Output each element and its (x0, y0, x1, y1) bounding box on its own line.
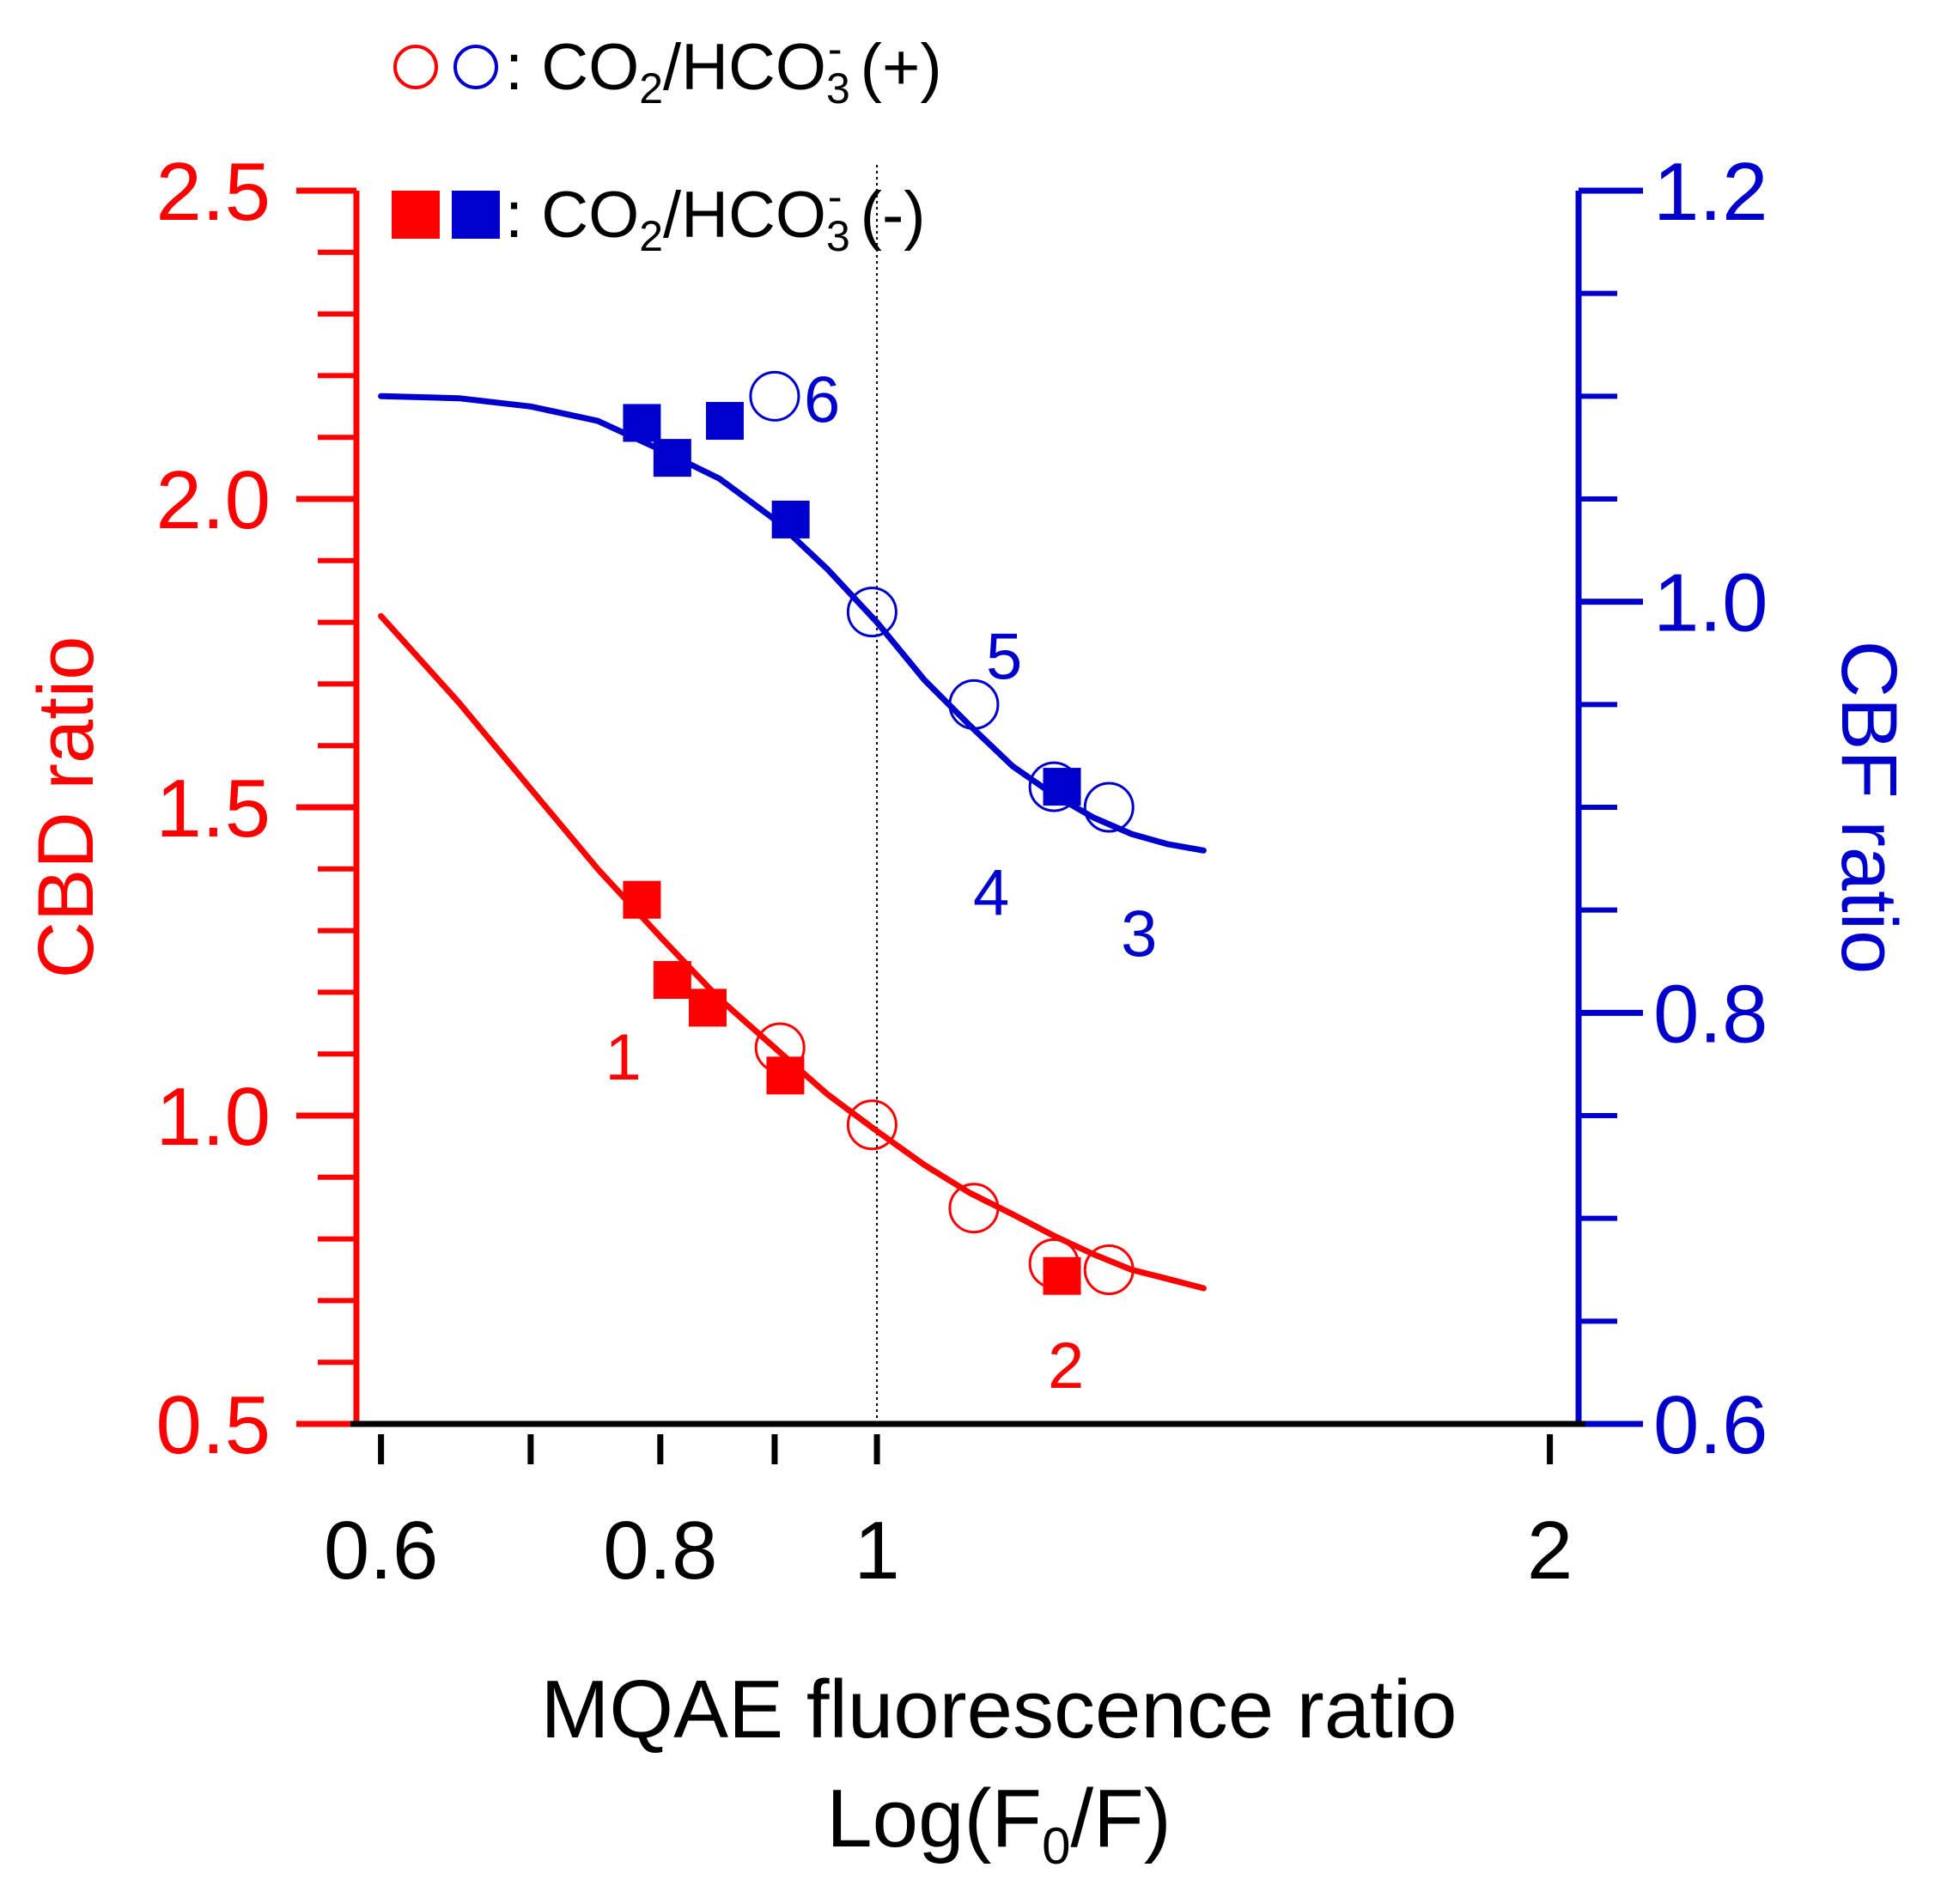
legend-entry-1-sep: : (505, 31, 541, 104)
cbd-open-circle-point (948, 1183, 1000, 1234)
y-right-tick-label: 0.8 (1653, 968, 1768, 1060)
y-left-tick-label: 0.5 (156, 1379, 271, 1471)
cbd-open-circle-point (1083, 1244, 1135, 1295)
legend-entry-2-mid: /HCO (663, 179, 826, 252)
cbf-filled-square-point (1043, 768, 1081, 806)
legend-entry-2-sup: - (828, 173, 843, 221)
x-tick-label: 2 (1527, 1505, 1573, 1597)
cbf-open-circle-point (948, 678, 1000, 730)
cbf-filled-square-point (705, 402, 744, 441)
point-annotation-6: 6 (804, 363, 840, 436)
cbd-filled-square-point (653, 961, 691, 1000)
y-axis-right-label: CBF ratio (1825, 641, 1913, 975)
y-right-tick-label: 1.0 (1653, 557, 1768, 649)
legend-open-circle-red (393, 45, 438, 89)
cbf-fit-curve (378, 392, 1207, 854)
legend-entry-2-text: : CO2/HCO3- (-) (505, 173, 926, 260)
legend-entry-2-suffix: (-) (843, 179, 926, 252)
legend-entry-1-suffix: (+) (843, 31, 942, 104)
x-tick-label: 1 (854, 1505, 899, 1597)
cbf-filled-square-point (771, 500, 810, 538)
y-axis-left-label: CBD ratio (22, 636, 110, 979)
y-left-tick-label: 1.5 (156, 763, 271, 855)
cbf-open-circle-point (749, 370, 800, 422)
legend: : CO2/HCO3- (+) : CO2/HCO3- (-) (392, 25, 942, 260)
cbf-filled-square-point (623, 404, 661, 442)
axes-layer: 0.5 1.0 1.5 2.0 2.5 0.6 0.8 1.0 1.2 0.6 0.8 1 2 (156, 146, 1768, 1597)
x-axis-label-line2-suffix: /F) (1070, 1773, 1171, 1864)
cbd-open-circle-point (846, 1099, 897, 1151)
legend-entry-2-prefix: CO (541, 179, 639, 252)
point-annotation-5: 5 (986, 621, 1022, 694)
x-tick-label: 0.8 (603, 1505, 717, 1597)
legend-entry-2-sub1: 2 (639, 212, 663, 260)
point-annotation-4: 4 (973, 857, 1009, 930)
x-axis-label-line2-prefix: Log(F (826, 1773, 1042, 1864)
x-axis-label-line2: Log(F0/F) (826, 1773, 1171, 1875)
label-layer: CBD ratio CBF ratio MQAE fluorescence ra… (22, 363, 1913, 1875)
cbf-open-circle-point (846, 587, 897, 638)
x-tick-label: 0.6 (324, 1505, 438, 1597)
legend-entry-1-prefix: CO (541, 31, 639, 104)
y-left-tick-label: 2.0 (156, 454, 271, 546)
legend-entry-1-sup: - (828, 25, 843, 73)
legend-entry-2-sep: : (505, 179, 541, 252)
legend-entry-1-sub1: 2 (639, 64, 663, 113)
point-annotation-3: 3 (1121, 898, 1157, 971)
y-left-tick-label: 2.5 (156, 146, 271, 238)
x-axis-label: MQAE fluorescence ratio (540, 1664, 1457, 1755)
cbf-open-circle-point (1083, 782, 1135, 833)
fit-layer (378, 392, 1207, 1292)
cbd-filled-square-point (766, 1056, 805, 1095)
point-annotation-2: 2 (1048, 1329, 1084, 1402)
cbd-filled-square-point (688, 988, 727, 1027)
point-annotation-1: 1 (605, 1021, 641, 1094)
y-right-tick-label: 1.2 (1653, 146, 1768, 238)
cbd-filled-square-point (623, 880, 661, 919)
y-left-tick-label: 1.0 (156, 1071, 271, 1163)
legend-entry-2-sub2: 3 (826, 212, 850, 260)
y-right-tick-label: 0.6 (1653, 1379, 1768, 1471)
legend-filled-square-blue (452, 191, 500, 239)
legend-entry-1-mid: /HCO (663, 31, 826, 104)
cbf-filled-square-point (653, 439, 691, 478)
point-layer (623, 370, 1135, 1295)
legend-filled-square-red (392, 191, 440, 239)
cbd-fit-curve (378, 612, 1207, 1292)
cbd-filled-square-point (1043, 1256, 1081, 1295)
legend-entry-1-text: : CO2/HCO3- (+) (505, 25, 942, 113)
x-axis-label-line2-sub: 0 (1042, 1817, 1070, 1875)
legend-open-circle-blue (453, 45, 498, 89)
legend-entry-1-sub2: 3 (826, 64, 850, 113)
